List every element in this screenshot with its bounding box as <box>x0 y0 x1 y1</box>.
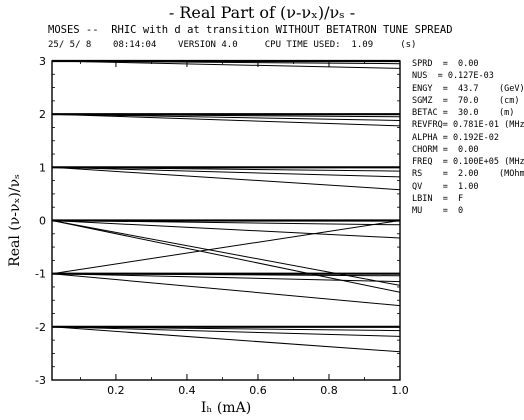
param-engy: ENGY = 43.7 (GeV) <box>412 83 524 94</box>
x-tick-label: 0.6 <box>249 384 267 397</box>
param-sgmz: SGMZ = 70.0 (cm) <box>412 95 520 106</box>
y-axis-label: Real (ν-νₓ)/νₛ <box>7 174 23 267</box>
param-alpha: ALPHA = 0.192E-02 <box>412 132 499 143</box>
x-tick-label: 1.0 <box>391 384 409 397</box>
param-nus: NUS = 0.127E-03 <box>412 71 494 82</box>
param-lbin: LBIN = F <box>412 193 464 204</box>
series-line-12 <box>51 220 401 226</box>
series-line-13 <box>51 220 401 239</box>
series-line-5 <box>51 113 401 121</box>
series-line-4 <box>51 113 401 118</box>
series-line-10 <box>51 166 401 191</box>
series-line-23 <box>51 326 401 337</box>
x-tick-label: 0.4 <box>178 384 196 397</box>
series-line-24 <box>51 326 401 353</box>
y-tick-label: 2 <box>39 108 46 121</box>
x-tick-label: 0.2 <box>107 384 125 397</box>
series-line-19 <box>51 273 401 307</box>
series-line-8 <box>51 166 401 172</box>
chart-title: - Real Part of (ν-νₓ)/νₛ - <box>168 3 356 22</box>
param-sprd: SPRD = 0.00 <box>412 59 479 69</box>
x-tick-label: 0.8 <box>320 384 338 397</box>
series-line-9 <box>51 166 401 178</box>
param-qv: QV = 1.00 <box>412 181 479 192</box>
param-rs: RS = 2.00 (MOhm/m) <box>412 169 524 180</box>
series-line-18 <box>51 273 401 283</box>
series-line-15 <box>51 220 401 293</box>
y-tick-label: -2 <box>35 321 46 334</box>
param-betac: BETAC = 30.0 (m) <box>412 108 515 118</box>
param-revfrq: REVFRQ= 0.781E-01 (MHz) <box>412 120 524 131</box>
param-freq: FREQ = 0.100E+05 (MHz) <box>412 157 524 167</box>
series-line-6 <box>51 113 401 127</box>
run-info: 25/ 5/ 8 08:14:04 VERSION 4.0 CPU TIME U… <box>48 40 417 50</box>
y-tick-label: -1 <box>35 268 46 281</box>
y-tick-label: 3 <box>39 55 46 68</box>
y-tick-label: -3 <box>35 374 46 387</box>
series-line-22 <box>51 326 401 332</box>
parameter-list: SPRD = 0.00 NUS = 0.127E-03 ENGY = 43.7 … <box>412 58 524 217</box>
y-tick-label: 0 <box>39 215 46 228</box>
series-line-20 <box>51 220 401 275</box>
series-line-2 <box>51 60 401 69</box>
chart-subtitle: MOSES -- RHIC with d at transition WITHO… <box>48 24 453 36</box>
x-axis-label: Iₕ (mA) <box>201 400 251 416</box>
series-line-17 <box>51 273 401 277</box>
param-mu: MU = 0 <box>412 206 464 216</box>
y-tick-label: 1 <box>39 161 46 174</box>
param-chorm: CHORM = 0.00 <box>412 144 479 155</box>
